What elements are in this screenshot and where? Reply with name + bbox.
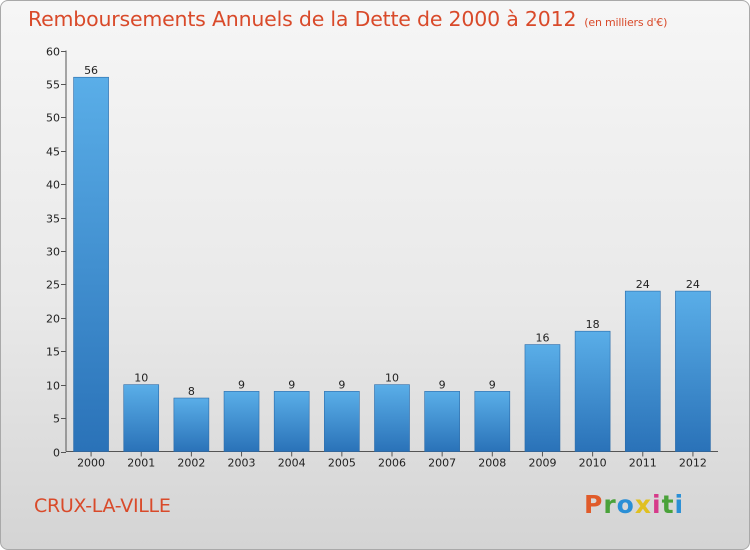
x-tick-label: 2003 [228,457,256,470]
proxiti-logo: Proxiti [584,490,684,519]
y-tick-label: 40 [46,179,60,192]
y-tick-label: 25 [46,279,60,292]
logo-letter: i [652,490,662,519]
bar [574,330,611,452]
bar [474,391,511,452]
bar [173,397,210,452]
y-tick-label: 50 [46,112,60,125]
data-label: 16 [535,332,549,345]
logo-letter: x [634,490,652,519]
x-tick-label: 2009 [528,457,556,470]
y-tick-label: 0 [53,447,60,460]
chart-bars [73,76,711,452]
data-label: 9 [439,378,446,391]
x-tick-label: 2001 [127,457,155,470]
x-tick-label: 2012 [679,457,707,470]
chart-axes: 0 5 10 15 20 25 30 35 40 45 50 55 60 [46,46,718,460]
data-label: 9 [338,378,345,391]
bar [223,391,260,452]
data-label: 56 [84,64,98,77]
bar [374,384,410,452]
logo-letter: o [616,490,635,519]
data-label: 9 [288,378,295,391]
data-label: 9 [489,378,496,391]
x-tick-label: 2002 [177,457,205,470]
y-tick-label: 30 [46,246,60,259]
bar [73,76,109,452]
x-tick-label: 2011 [629,457,657,470]
x-tick-label: 2010 [579,457,607,470]
y-tick-label: 10 [46,380,60,393]
bar [624,290,661,452]
x-tick-label: 2007 [428,457,456,470]
bar [273,391,310,452]
y-tick-label: 5 [53,413,60,426]
chart-unit: (en milliers d'€) [584,16,668,29]
bar [324,391,360,452]
y-tick-label: 60 [46,46,60,59]
data-label: 9 [238,378,245,391]
bar [123,384,160,452]
chart-title: Remboursements Annuels de la Dette de 20… [28,7,667,31]
x-tick-label: 2005 [328,457,356,470]
y-tick-label: 35 [46,213,60,226]
y-tick-label: 20 [46,313,60,326]
town-name: CRUX-LA-VILLE [34,495,171,517]
data-label: 18 [586,318,600,331]
logo-letter: P [584,490,604,519]
data-label: 10 [385,372,399,385]
x-tick-label: 2004 [278,457,306,470]
bar [424,391,460,452]
logo-letter: r [603,490,617,519]
data-label: 24 [636,278,650,291]
x-tick-label: 2006 [378,457,406,470]
x-tick-label: 2000 [77,457,105,470]
y-tick-label: 45 [46,146,60,159]
y-tick-label: 55 [46,79,60,92]
y-tick-label: 15 [46,346,60,359]
data-label: 8 [188,385,195,398]
chart-title-text: Remboursements Annuels de la Dette de 20… [28,7,577,31]
data-label: 24 [686,278,700,291]
bar [524,344,561,452]
logo-letter: t [661,490,675,519]
logo-letter: i [674,490,685,519]
chart-labels: 2000 56 2001 10 2002 8 2003 9 2004 9 2005 9 2006 10 20… [77,64,707,469]
data-label: 10 [134,372,148,385]
bar [675,290,711,452]
x-tick-label: 2008 [478,457,506,470]
